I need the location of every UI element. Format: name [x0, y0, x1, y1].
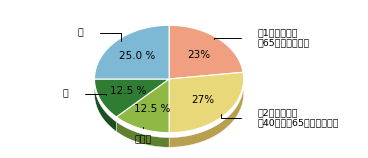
Polygon shape: [116, 122, 169, 147]
Polygon shape: [169, 25, 243, 79]
Text: 12.5 %: 12.5 %: [134, 104, 170, 114]
Text: 23%: 23%: [187, 50, 210, 60]
Polygon shape: [116, 79, 169, 133]
Polygon shape: [95, 25, 169, 79]
Text: 国: 国: [78, 28, 83, 37]
Text: 市町村: 市町村: [134, 136, 152, 145]
Polygon shape: [95, 79, 169, 117]
Text: 12.5 %: 12.5 %: [110, 86, 146, 96]
Polygon shape: [95, 84, 116, 131]
Text: 25.0 %: 25.0 %: [119, 51, 156, 61]
Polygon shape: [169, 87, 244, 147]
Text: 県: 県: [63, 89, 68, 98]
Polygon shape: [169, 72, 244, 133]
Text: 27%: 27%: [191, 95, 214, 105]
Text: 第2号被保険者
（40歳以上65歳未満の人）: 第2号被保険者 （40歳以上65歳未満の人）: [257, 108, 339, 128]
Text: 第1号被保険者
（65歳以上の人）: 第1号被保険者 （65歳以上の人）: [257, 28, 309, 48]
